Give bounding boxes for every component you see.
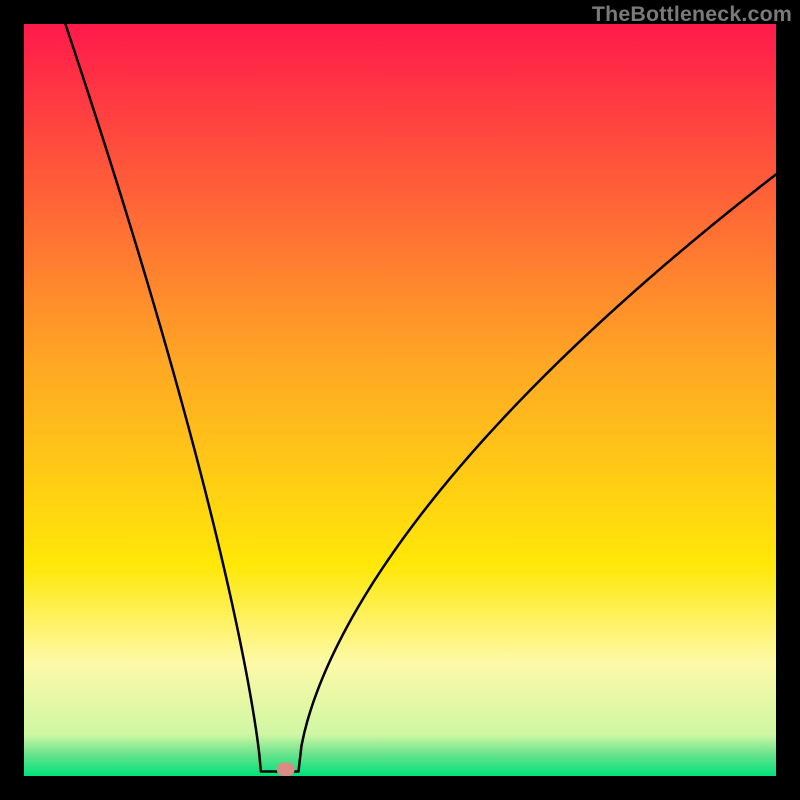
bottleneck-chart bbox=[0, 0, 800, 800]
chart-container: TheBottleneck.com bbox=[0, 0, 800, 800]
plot-background bbox=[24, 24, 776, 776]
watermark-text: TheBottleneck.com bbox=[592, 2, 792, 27]
min-marker bbox=[277, 762, 295, 776]
